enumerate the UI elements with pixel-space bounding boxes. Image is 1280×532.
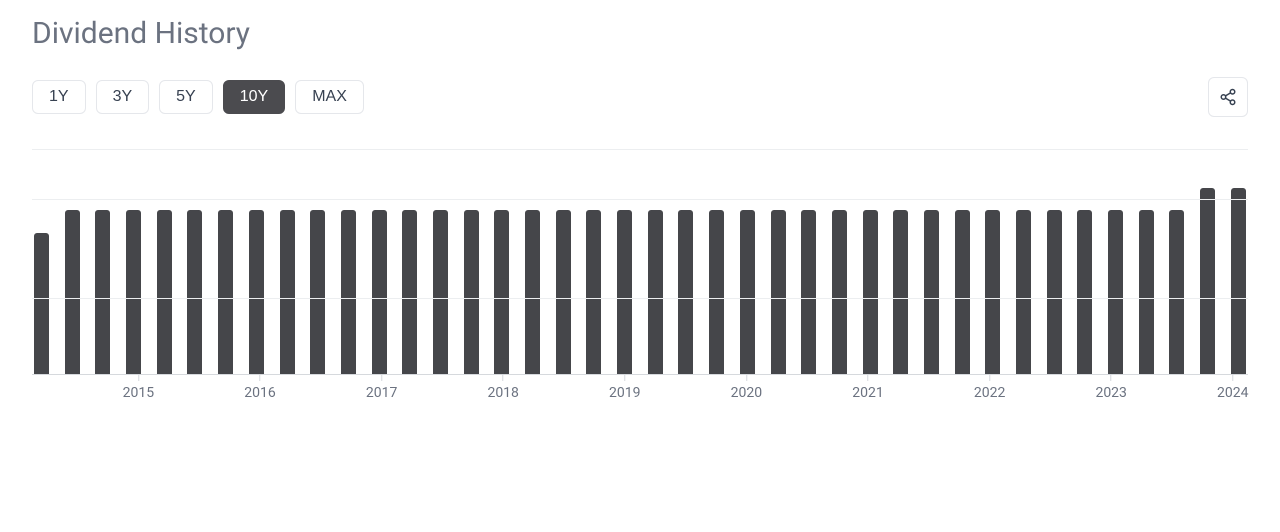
chart-bar xyxy=(95,210,110,374)
x-tick-label: 2017 xyxy=(366,385,397,401)
range-button-5y[interactable]: 5Y xyxy=(159,80,213,114)
chart-bar xyxy=(586,210,601,374)
share-button[interactable] xyxy=(1208,77,1248,117)
chart-bar xyxy=(893,210,908,374)
chart-bar xyxy=(157,210,172,374)
chart-bar xyxy=(832,210,847,374)
chart-bar xyxy=(709,210,724,374)
chart-bar xyxy=(556,210,571,374)
chart-bars xyxy=(32,150,1248,374)
chart-bar xyxy=(648,210,663,374)
chart-bar xyxy=(464,210,479,374)
chart-bar xyxy=(740,210,755,374)
chart-bar xyxy=(1200,188,1215,374)
x-tick-label: 2015 xyxy=(123,385,154,401)
x-tick: 2023 xyxy=(1095,375,1126,401)
chart-bar xyxy=(1108,210,1123,374)
page-title: Dividend History xyxy=(32,16,1248,51)
chart-x-axis: 2015 2016 2017 2018 2019 2020 2021 2022 2023 2024 xyxy=(32,375,1248,405)
x-tick: 2017 xyxy=(366,375,397,401)
x-tick-mark xyxy=(1232,375,1233,381)
chart-bar xyxy=(955,210,970,374)
chart-bar xyxy=(494,210,509,374)
chart-bar xyxy=(433,210,448,374)
range-button-max[interactable]: MAX xyxy=(295,80,364,114)
chart-bar xyxy=(525,210,540,374)
range-button-1y[interactable]: 1Y xyxy=(32,80,86,114)
gridline xyxy=(32,298,1248,299)
chart-bar xyxy=(402,210,417,374)
x-tick-mark xyxy=(259,375,260,381)
x-tick-label: 2019 xyxy=(609,385,640,401)
chart-bar xyxy=(863,210,878,374)
range-button-10y[interactable]: 10Y xyxy=(223,80,285,114)
chart-bar xyxy=(801,210,816,374)
x-tick-label: 2023 xyxy=(1095,385,1126,401)
x-tick-mark xyxy=(138,375,139,381)
chart-bar xyxy=(1047,210,1062,374)
chart-bar xyxy=(1139,210,1154,374)
x-tick-mark xyxy=(867,375,868,381)
x-tick: 2024 xyxy=(1217,375,1248,401)
chart-bar xyxy=(1231,188,1246,374)
x-tick-label: 2018 xyxy=(487,385,518,401)
gridline xyxy=(32,199,1248,200)
x-tick-mark xyxy=(989,375,990,381)
chart-bar xyxy=(218,210,233,374)
x-tick: 2020 xyxy=(731,375,762,401)
chart-bar xyxy=(372,210,387,374)
x-tick-mark xyxy=(381,375,382,381)
chart-bar xyxy=(65,210,80,374)
x-tick-label: 2020 xyxy=(731,385,762,401)
chart-bar xyxy=(924,210,939,374)
x-tick-label: 2024 xyxy=(1217,385,1248,401)
chart-bar xyxy=(1016,210,1031,374)
x-tick: 2015 xyxy=(123,375,154,401)
chart-bar xyxy=(249,210,264,374)
x-tick: 2019 xyxy=(609,375,640,401)
x-tick: 2022 xyxy=(974,375,1005,401)
x-tick-mark xyxy=(746,375,747,381)
x-tick-mark xyxy=(1111,375,1112,381)
chart-bar xyxy=(34,233,49,374)
chart-bar xyxy=(771,210,786,374)
x-tick-label: 2022 xyxy=(974,385,1005,401)
chart-bar xyxy=(617,210,632,374)
range-buttons: 1Y 3Y 5Y 10Y MAX xyxy=(32,80,364,114)
chart-plot xyxy=(32,149,1248,375)
chart-bar xyxy=(310,210,325,374)
chart-bar xyxy=(341,210,356,374)
x-tick: 2016 xyxy=(244,375,275,401)
chart-bar xyxy=(1077,210,1092,374)
dividend-chart: 2015 2016 2017 2018 2019 2020 2021 2022 2023 2024 xyxy=(32,149,1248,405)
x-tick-mark xyxy=(503,375,504,381)
range-button-3y[interactable]: 3Y xyxy=(96,80,150,114)
x-tick-label: 2021 xyxy=(852,385,883,401)
chart-bar xyxy=(126,210,141,374)
x-tick: 2018 xyxy=(487,375,518,401)
chart-bar xyxy=(187,210,202,374)
chart-bar xyxy=(1169,210,1184,374)
chart-bar xyxy=(678,210,693,374)
chart-bar xyxy=(985,210,1000,374)
chart-bar xyxy=(280,210,295,374)
controls-row: 1Y 3Y 5Y 10Y MAX xyxy=(32,77,1248,117)
x-tick-label: 2016 xyxy=(244,385,275,401)
share-icon xyxy=(1219,88,1237,106)
x-tick-mark xyxy=(624,375,625,381)
x-tick: 2021 xyxy=(852,375,883,401)
